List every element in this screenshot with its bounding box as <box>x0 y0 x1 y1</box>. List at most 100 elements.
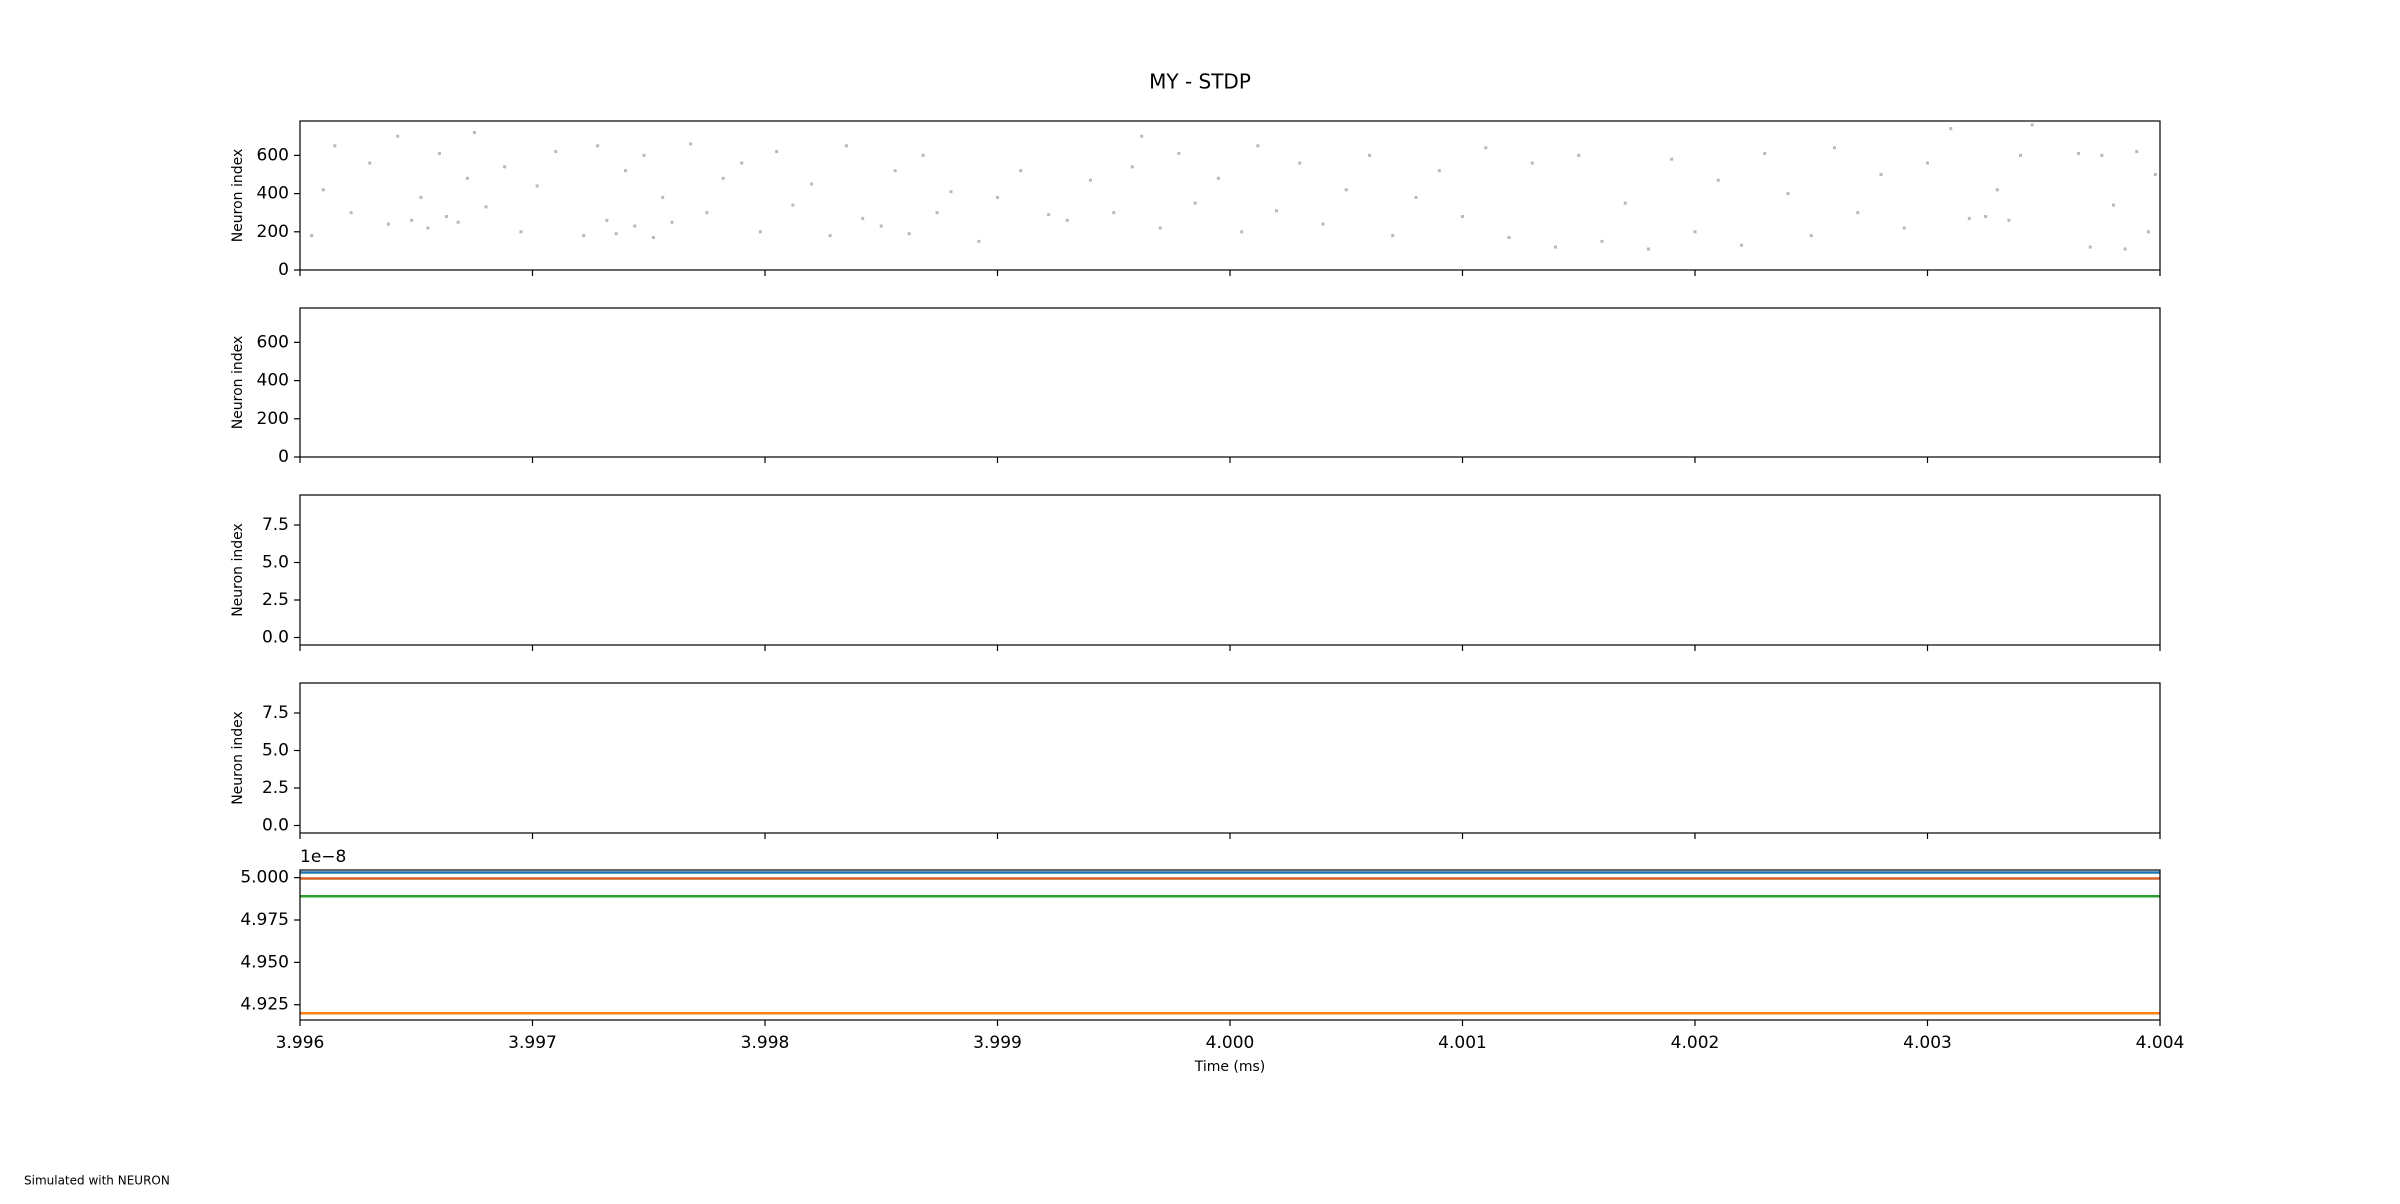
offset-label: 1e−8 <box>300 847 346 867</box>
y-tick-label: 5.0 <box>262 553 289 573</box>
spike <box>605 218 609 222</box>
spike <box>1716 178 1720 182</box>
spike <box>775 150 779 154</box>
x-tick-label: 3.996 <box>276 1033 325 1053</box>
spike <box>1158 226 1162 230</box>
spike <box>465 176 469 180</box>
spike <box>921 153 925 157</box>
y-tick-label: 5.0 <box>262 741 289 761</box>
footnote: Simulated with NEURON <box>24 1174 170 1188</box>
spike <box>810 182 813 186</box>
spike <box>1240 230 1244 234</box>
plot-area <box>300 871 2160 1015</box>
spike <box>2007 218 2011 222</box>
figure-title: MY - STDP <box>1149 70 1251 94</box>
spike <box>333 144 337 148</box>
x-tick-label: 4.002 <box>1671 1033 1720 1053</box>
spike <box>689 142 693 146</box>
axes-frame <box>299 494 2161 646</box>
y-tick-label: 400 <box>257 371 289 391</box>
spike <box>396 134 400 138</box>
spike <box>386 222 390 226</box>
x-tick-label: 4.000 <box>1206 1033 1255 1053</box>
spike <box>1368 153 1371 157</box>
x-tick-label: 3.997 <box>508 1033 557 1053</box>
spike <box>893 169 897 173</box>
spike <box>2077 151 2081 155</box>
axes-frame <box>299 682 2161 834</box>
spike <box>438 151 441 155</box>
y-tick-label: 0.0 <box>262 628 289 648</box>
x-tick-label: 4.004 <box>2136 1033 2185 1053</box>
y-tick-label: 0.0 <box>262 816 289 836</box>
spike <box>791 203 795 207</box>
plot-area <box>310 123 2157 251</box>
spike <box>1967 216 1971 220</box>
spike <box>907 232 911 236</box>
spike <box>582 234 586 238</box>
spike <box>1995 188 1999 192</box>
y-axis-label: Neuron index <box>230 336 246 430</box>
spike <box>596 144 600 148</box>
spike <box>844 144 848 148</box>
spike <box>642 153 646 157</box>
spike <box>1193 201 1197 205</box>
spike <box>651 236 655 240</box>
spike <box>503 165 507 169</box>
spike <box>1089 178 1092 182</box>
spike <box>2123 247 2127 251</box>
spike <box>349 211 353 215</box>
spike <box>670 220 674 224</box>
spike <box>1321 222 1325 226</box>
spike <box>368 161 372 165</box>
spike <box>2088 245 2092 249</box>
spike <box>1670 157 1674 161</box>
y-axis-label: Neuron index <box>230 523 246 617</box>
x-tick-label: 3.999 <box>973 1033 1022 1053</box>
spike <box>1600 239 1604 243</box>
spike <box>1530 161 1534 165</box>
spike <box>1507 236 1511 240</box>
spike <box>861 216 865 220</box>
y-tick-label: 7.5 <box>262 515 289 535</box>
y-tick-label: 200 <box>257 222 289 242</box>
spike <box>661 195 665 199</box>
spike <box>1298 161 1302 165</box>
spike <box>1177 151 1181 155</box>
spike <box>1344 188 1348 192</box>
spike <box>1833 146 1836 150</box>
y-tick-label: 2.5 <box>262 590 289 610</box>
y-tick-label: 7.5 <box>262 703 289 723</box>
spike <box>2112 203 2115 207</box>
spike <box>977 239 981 243</box>
y-axis-label: Neuron index <box>230 149 246 243</box>
spike <box>519 230 523 234</box>
axes-frame <box>299 307 2161 458</box>
spike <box>1623 201 1627 205</box>
x-tick-label: 4.003 <box>1903 1033 1952 1053</box>
spike <box>1112 211 1116 215</box>
spike <box>410 218 414 222</box>
y-tick-label: 0 <box>278 447 289 467</box>
spike <box>1949 127 1953 131</box>
spike <box>624 169 627 173</box>
axes-frame <box>299 120 2161 271</box>
spike <box>1391 234 1395 238</box>
spike <box>1926 161 1929 165</box>
spike <box>535 184 539 188</box>
y-tick-label: 4.975 <box>240 910 289 930</box>
spike <box>828 234 832 238</box>
spike <box>1484 146 1488 150</box>
y-tick-label: 400 <box>257 184 289 204</box>
spike <box>2146 230 2150 234</box>
spike <box>472 130 476 134</box>
spike <box>1809 234 1813 238</box>
spike <box>1437 169 1441 173</box>
spike <box>1554 245 1557 249</box>
spike <box>1902 226 1906 230</box>
spike <box>949 190 953 194</box>
spike <box>1130 165 1134 169</box>
x-tick-label: 4.001 <box>1438 1033 1487 1053</box>
spike <box>935 211 939 215</box>
